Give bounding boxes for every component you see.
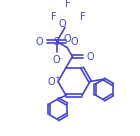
Text: F: F [51,12,56,22]
Text: +: + [55,75,60,81]
Text: O: O [70,37,78,47]
Text: O: O [87,52,94,62]
Text: O: O [59,19,66,29]
Text: S: S [54,37,60,47]
Text: O: O [47,77,55,86]
Text: O: O [36,37,43,47]
Text: F: F [65,0,71,9]
Text: ⁻: ⁻ [59,55,63,64]
Text: F: F [80,12,85,22]
Text: O: O [63,34,71,44]
Text: O: O [53,55,61,65]
